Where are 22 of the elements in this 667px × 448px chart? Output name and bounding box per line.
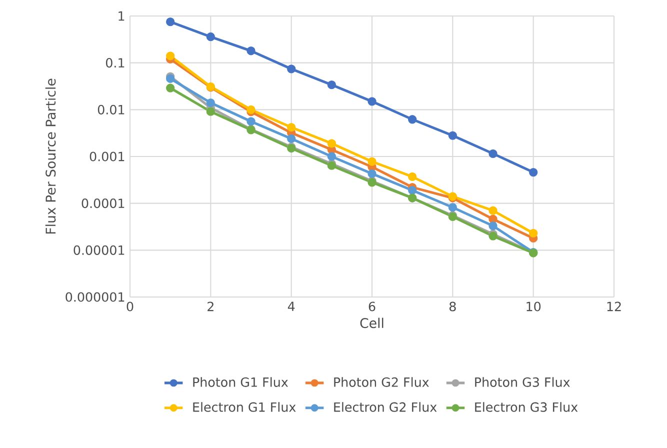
legend-label: Photon G3 Flux xyxy=(475,377,570,387)
x-axis-title: Cell xyxy=(360,318,384,328)
x-tick-label: 0 xyxy=(126,302,134,312)
y-tick-label: 1 xyxy=(118,11,124,21)
x-tick-label: 4 xyxy=(288,302,295,311)
legend-label: Electron G1 Flux xyxy=(193,402,296,412)
y-tick-label: 0.01 xyxy=(98,104,124,114)
y-tick-label: 0.00001 xyxy=(74,245,124,255)
legend-label: Photon G1 Flux xyxy=(193,377,288,387)
x-tick-label: 2 xyxy=(208,302,214,312)
y-tick-label: 0.1 xyxy=(106,58,124,68)
y-tick-label: 0.000001 xyxy=(66,292,124,302)
x-tick-label: 10 xyxy=(526,302,541,312)
legend-label: Electron G3 Flux xyxy=(475,402,578,412)
legend-label: Electron G2 Flux xyxy=(334,402,437,412)
x-tick-label: 12 xyxy=(607,302,621,312)
x-tick-label: 6 xyxy=(368,302,376,312)
y-tick-label: 0.001 xyxy=(90,152,124,162)
legend-label: Photon G2 Flux xyxy=(334,377,429,387)
x-tick-label: 8 xyxy=(449,302,456,312)
y-axis-title: Flux Per Source Particle xyxy=(45,78,56,234)
y-tick-label: 0.0001 xyxy=(82,198,124,208)
